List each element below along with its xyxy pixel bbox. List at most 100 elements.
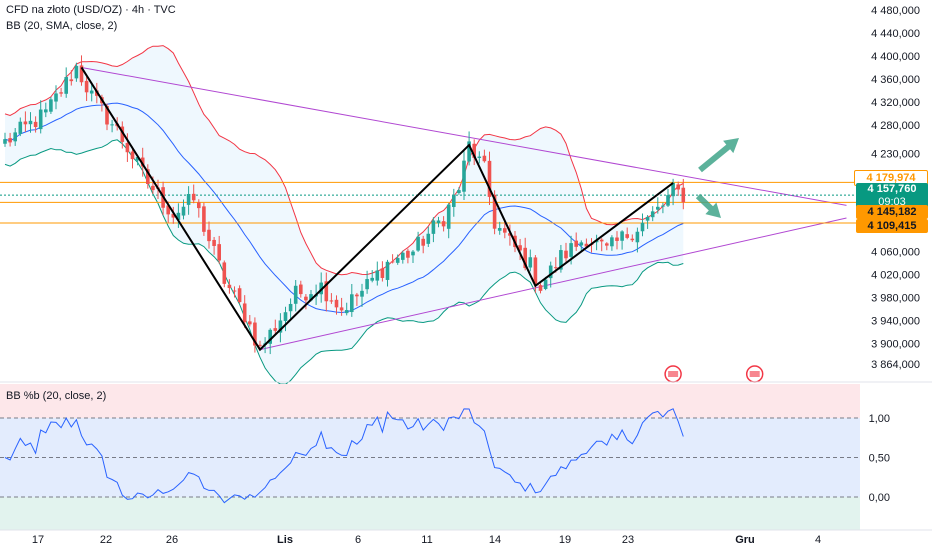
time-axis-label: 11 xyxy=(421,534,432,546)
overbought-zone xyxy=(0,384,860,418)
candle xyxy=(258,344,262,346)
candle xyxy=(518,245,522,251)
candle xyxy=(232,290,237,292)
candle xyxy=(645,216,650,221)
candle xyxy=(431,220,436,234)
price-axis-label: 4 020,000 xyxy=(871,269,920,281)
candle xyxy=(650,211,655,218)
candle xyxy=(365,279,369,290)
candle xyxy=(375,270,380,281)
price-axis-label: 4 060,000 xyxy=(871,246,920,258)
bbpb-indicator-label[interactable]: BB %b (20, close, 2) xyxy=(6,390,107,402)
candle xyxy=(339,307,344,311)
candle xyxy=(181,206,186,216)
candle xyxy=(615,237,619,241)
candle xyxy=(324,281,329,302)
candle xyxy=(635,231,640,243)
candle xyxy=(253,322,257,346)
candle xyxy=(59,92,63,94)
candle xyxy=(237,288,242,303)
bb-upper-line xyxy=(4,45,684,276)
price-axis-label: 3 900,000 xyxy=(871,338,920,350)
level-low-price-tag: 4 109,415 xyxy=(856,219,928,233)
candle xyxy=(304,296,308,301)
candle xyxy=(605,243,609,246)
candle xyxy=(293,285,298,304)
candle xyxy=(110,124,114,126)
candle xyxy=(120,126,125,142)
candle xyxy=(74,65,79,79)
bbpb-line xyxy=(4,408,684,504)
bb-band-fill xyxy=(5,45,684,385)
candle xyxy=(487,160,492,197)
candle xyxy=(309,294,313,301)
candle xyxy=(666,195,670,206)
candle xyxy=(401,252,405,260)
bb-indicator-label[interactable]: BB (20, SMA, close, 2) xyxy=(6,20,118,32)
candle xyxy=(370,277,374,281)
candle xyxy=(125,142,130,153)
zigzag-pattern xyxy=(80,66,674,352)
candle xyxy=(212,239,216,246)
candle xyxy=(288,303,293,312)
candle xyxy=(671,182,675,197)
candle xyxy=(28,120,33,125)
candle xyxy=(171,213,176,218)
candle xyxy=(492,194,497,229)
candle xyxy=(278,320,283,333)
candle xyxy=(538,285,543,291)
trendline-support xyxy=(259,217,847,351)
candle xyxy=(242,303,247,323)
price-axis-label: 4 320,000 xyxy=(871,97,920,109)
time-axis-label: 6 xyxy=(355,534,361,546)
candle xyxy=(186,193,191,205)
us-flag-icon xyxy=(668,371,679,377)
candle xyxy=(472,143,476,158)
us-flag-icon xyxy=(749,371,760,377)
candle xyxy=(202,206,206,232)
price-axis-label: 4 400,000 xyxy=(871,51,920,63)
candle xyxy=(482,155,487,162)
candle xyxy=(268,329,272,344)
candle xyxy=(273,328,278,331)
candle xyxy=(452,194,456,207)
candle xyxy=(146,169,150,184)
candle xyxy=(227,284,232,289)
candle xyxy=(44,109,48,113)
price-axis-label: 4 480,000 xyxy=(871,5,920,17)
candle xyxy=(105,105,109,125)
bb-basis-line xyxy=(4,102,684,314)
candle xyxy=(548,265,553,279)
candle xyxy=(661,205,665,207)
price-axis-label: 4 360,000 xyxy=(871,74,920,86)
candle xyxy=(23,121,28,125)
bearish-arrow xyxy=(695,193,721,218)
candle xyxy=(554,267,558,269)
candle xyxy=(620,231,624,241)
candle xyxy=(217,244,221,261)
candle xyxy=(579,242,584,246)
candle xyxy=(334,299,339,308)
time-axis-label: 19 xyxy=(559,534,571,546)
candle xyxy=(681,187,686,203)
candle xyxy=(151,185,155,191)
candle xyxy=(676,184,680,190)
price-axis-label: 4 230,000 xyxy=(871,149,920,161)
candle xyxy=(584,243,589,247)
candle xyxy=(84,80,89,93)
candle xyxy=(176,212,181,220)
price-axis-label: 4 440,000 xyxy=(871,28,920,40)
candle xyxy=(33,121,38,128)
level-mid-price-tag: 4 145,182 xyxy=(856,205,928,219)
candle xyxy=(89,90,94,94)
candle xyxy=(610,237,614,247)
candle xyxy=(79,65,84,83)
candle xyxy=(49,99,53,112)
pb-axis-label: 0,50 xyxy=(869,453,890,465)
candle xyxy=(497,227,502,231)
candle xyxy=(656,206,660,210)
candle xyxy=(462,160,466,192)
candle xyxy=(406,250,410,258)
bullish-arrow xyxy=(698,138,739,173)
